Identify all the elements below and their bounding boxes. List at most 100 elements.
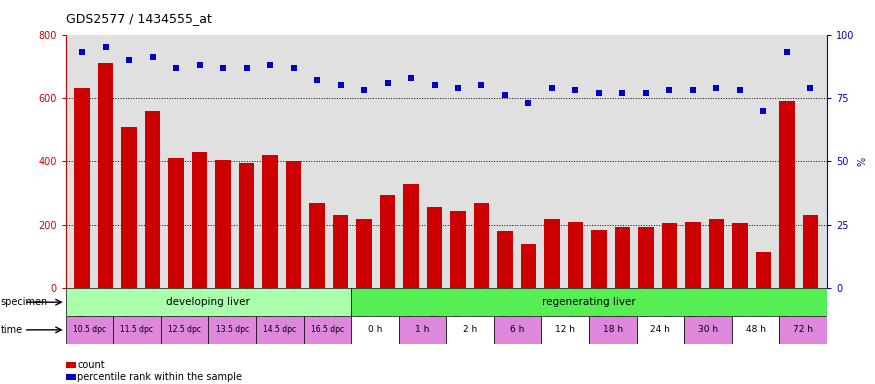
Text: 48 h: 48 h — [746, 325, 766, 334]
Bar — [732, 223, 747, 288]
Point — [451, 85, 465, 91]
Bar — [239, 163, 254, 288]
Point — [662, 87, 676, 93]
Point — [145, 54, 159, 60]
Bar — [66, 288, 351, 316]
Bar — [113, 316, 161, 344]
Bar — [215, 160, 231, 288]
Point — [474, 82, 488, 88]
Point — [733, 87, 747, 93]
Bar — [399, 316, 446, 344]
Bar — [474, 203, 489, 288]
Bar — [351, 288, 827, 316]
Bar — [66, 316, 113, 344]
Point — [286, 65, 300, 71]
Bar — [684, 316, 732, 344]
Bar — [356, 218, 372, 288]
Text: regenerating liver: regenerating liver — [542, 297, 636, 307]
Point — [710, 85, 724, 91]
Point — [99, 44, 113, 50]
Text: 30 h: 30 h — [698, 325, 718, 334]
Point — [404, 74, 418, 81]
Text: 10.5 dpc: 10.5 dpc — [73, 325, 106, 334]
Bar — [286, 161, 301, 288]
Point — [310, 77, 324, 83]
Bar — [709, 218, 724, 288]
Point — [240, 65, 254, 71]
Bar — [568, 222, 583, 288]
Bar — [756, 252, 771, 288]
Text: GDS2577 / 1434555_at: GDS2577 / 1434555_at — [66, 12, 212, 25]
Point — [123, 57, 136, 63]
Bar — [780, 101, 794, 288]
Point — [803, 85, 817, 91]
Bar — [685, 222, 701, 288]
Text: 12 h: 12 h — [556, 325, 575, 334]
Point — [428, 82, 442, 88]
Bar — [732, 316, 780, 344]
Bar — [98, 63, 113, 288]
Point — [381, 80, 395, 86]
Point — [498, 93, 512, 99]
Point — [639, 90, 653, 96]
Bar — [446, 316, 493, 344]
Bar — [208, 316, 256, 344]
Bar — [351, 316, 399, 344]
Bar — [521, 244, 536, 288]
Bar — [192, 152, 207, 288]
Bar — [74, 88, 90, 288]
Bar — [615, 227, 630, 288]
Text: 11.5 dpc: 11.5 dpc — [121, 325, 153, 334]
Bar — [161, 316, 208, 344]
Point — [615, 90, 629, 96]
Text: 13.5 dpc: 13.5 dpc — [215, 325, 248, 334]
Bar — [451, 211, 466, 288]
Bar — [332, 215, 348, 288]
Bar — [780, 316, 827, 344]
Text: count: count — [77, 360, 105, 370]
Text: 24 h: 24 h — [650, 325, 670, 334]
Bar — [427, 207, 442, 288]
Bar — [662, 223, 677, 288]
Point — [263, 62, 277, 68]
Point — [357, 87, 371, 93]
Bar — [542, 316, 589, 344]
Point — [686, 87, 700, 93]
Text: percentile rank within the sample: percentile rank within the sample — [77, 372, 242, 382]
Point — [545, 85, 559, 91]
Bar — [544, 218, 560, 288]
Bar — [493, 316, 542, 344]
Bar — [122, 127, 136, 288]
Text: 1 h: 1 h — [416, 325, 430, 334]
Point — [333, 82, 347, 88]
Bar — [310, 203, 325, 288]
Point — [757, 108, 771, 114]
Text: 14.5 dpc: 14.5 dpc — [263, 325, 297, 334]
Point — [780, 49, 794, 55]
Bar — [497, 231, 513, 288]
Bar — [304, 316, 351, 344]
Text: 12.5 dpc: 12.5 dpc — [168, 325, 201, 334]
Bar — [256, 316, 304, 344]
Bar — [802, 215, 818, 288]
Text: 16.5 dpc: 16.5 dpc — [311, 325, 344, 334]
Point — [592, 90, 606, 96]
Bar — [168, 158, 184, 288]
Bar — [262, 155, 277, 288]
Bar — [380, 195, 396, 288]
Point — [169, 65, 183, 71]
Point — [216, 65, 230, 71]
Text: 0 h: 0 h — [368, 325, 382, 334]
Bar — [589, 316, 637, 344]
Bar — [592, 230, 606, 288]
Text: time: time — [1, 325, 23, 335]
Bar — [639, 227, 654, 288]
Bar — [403, 184, 418, 288]
Bar — [145, 111, 160, 288]
Text: developing liver: developing liver — [166, 297, 250, 307]
Point — [522, 100, 536, 106]
Text: 2 h: 2 h — [463, 325, 477, 334]
Bar — [637, 316, 684, 344]
Point — [192, 62, 206, 68]
Text: 18 h: 18 h — [603, 325, 623, 334]
